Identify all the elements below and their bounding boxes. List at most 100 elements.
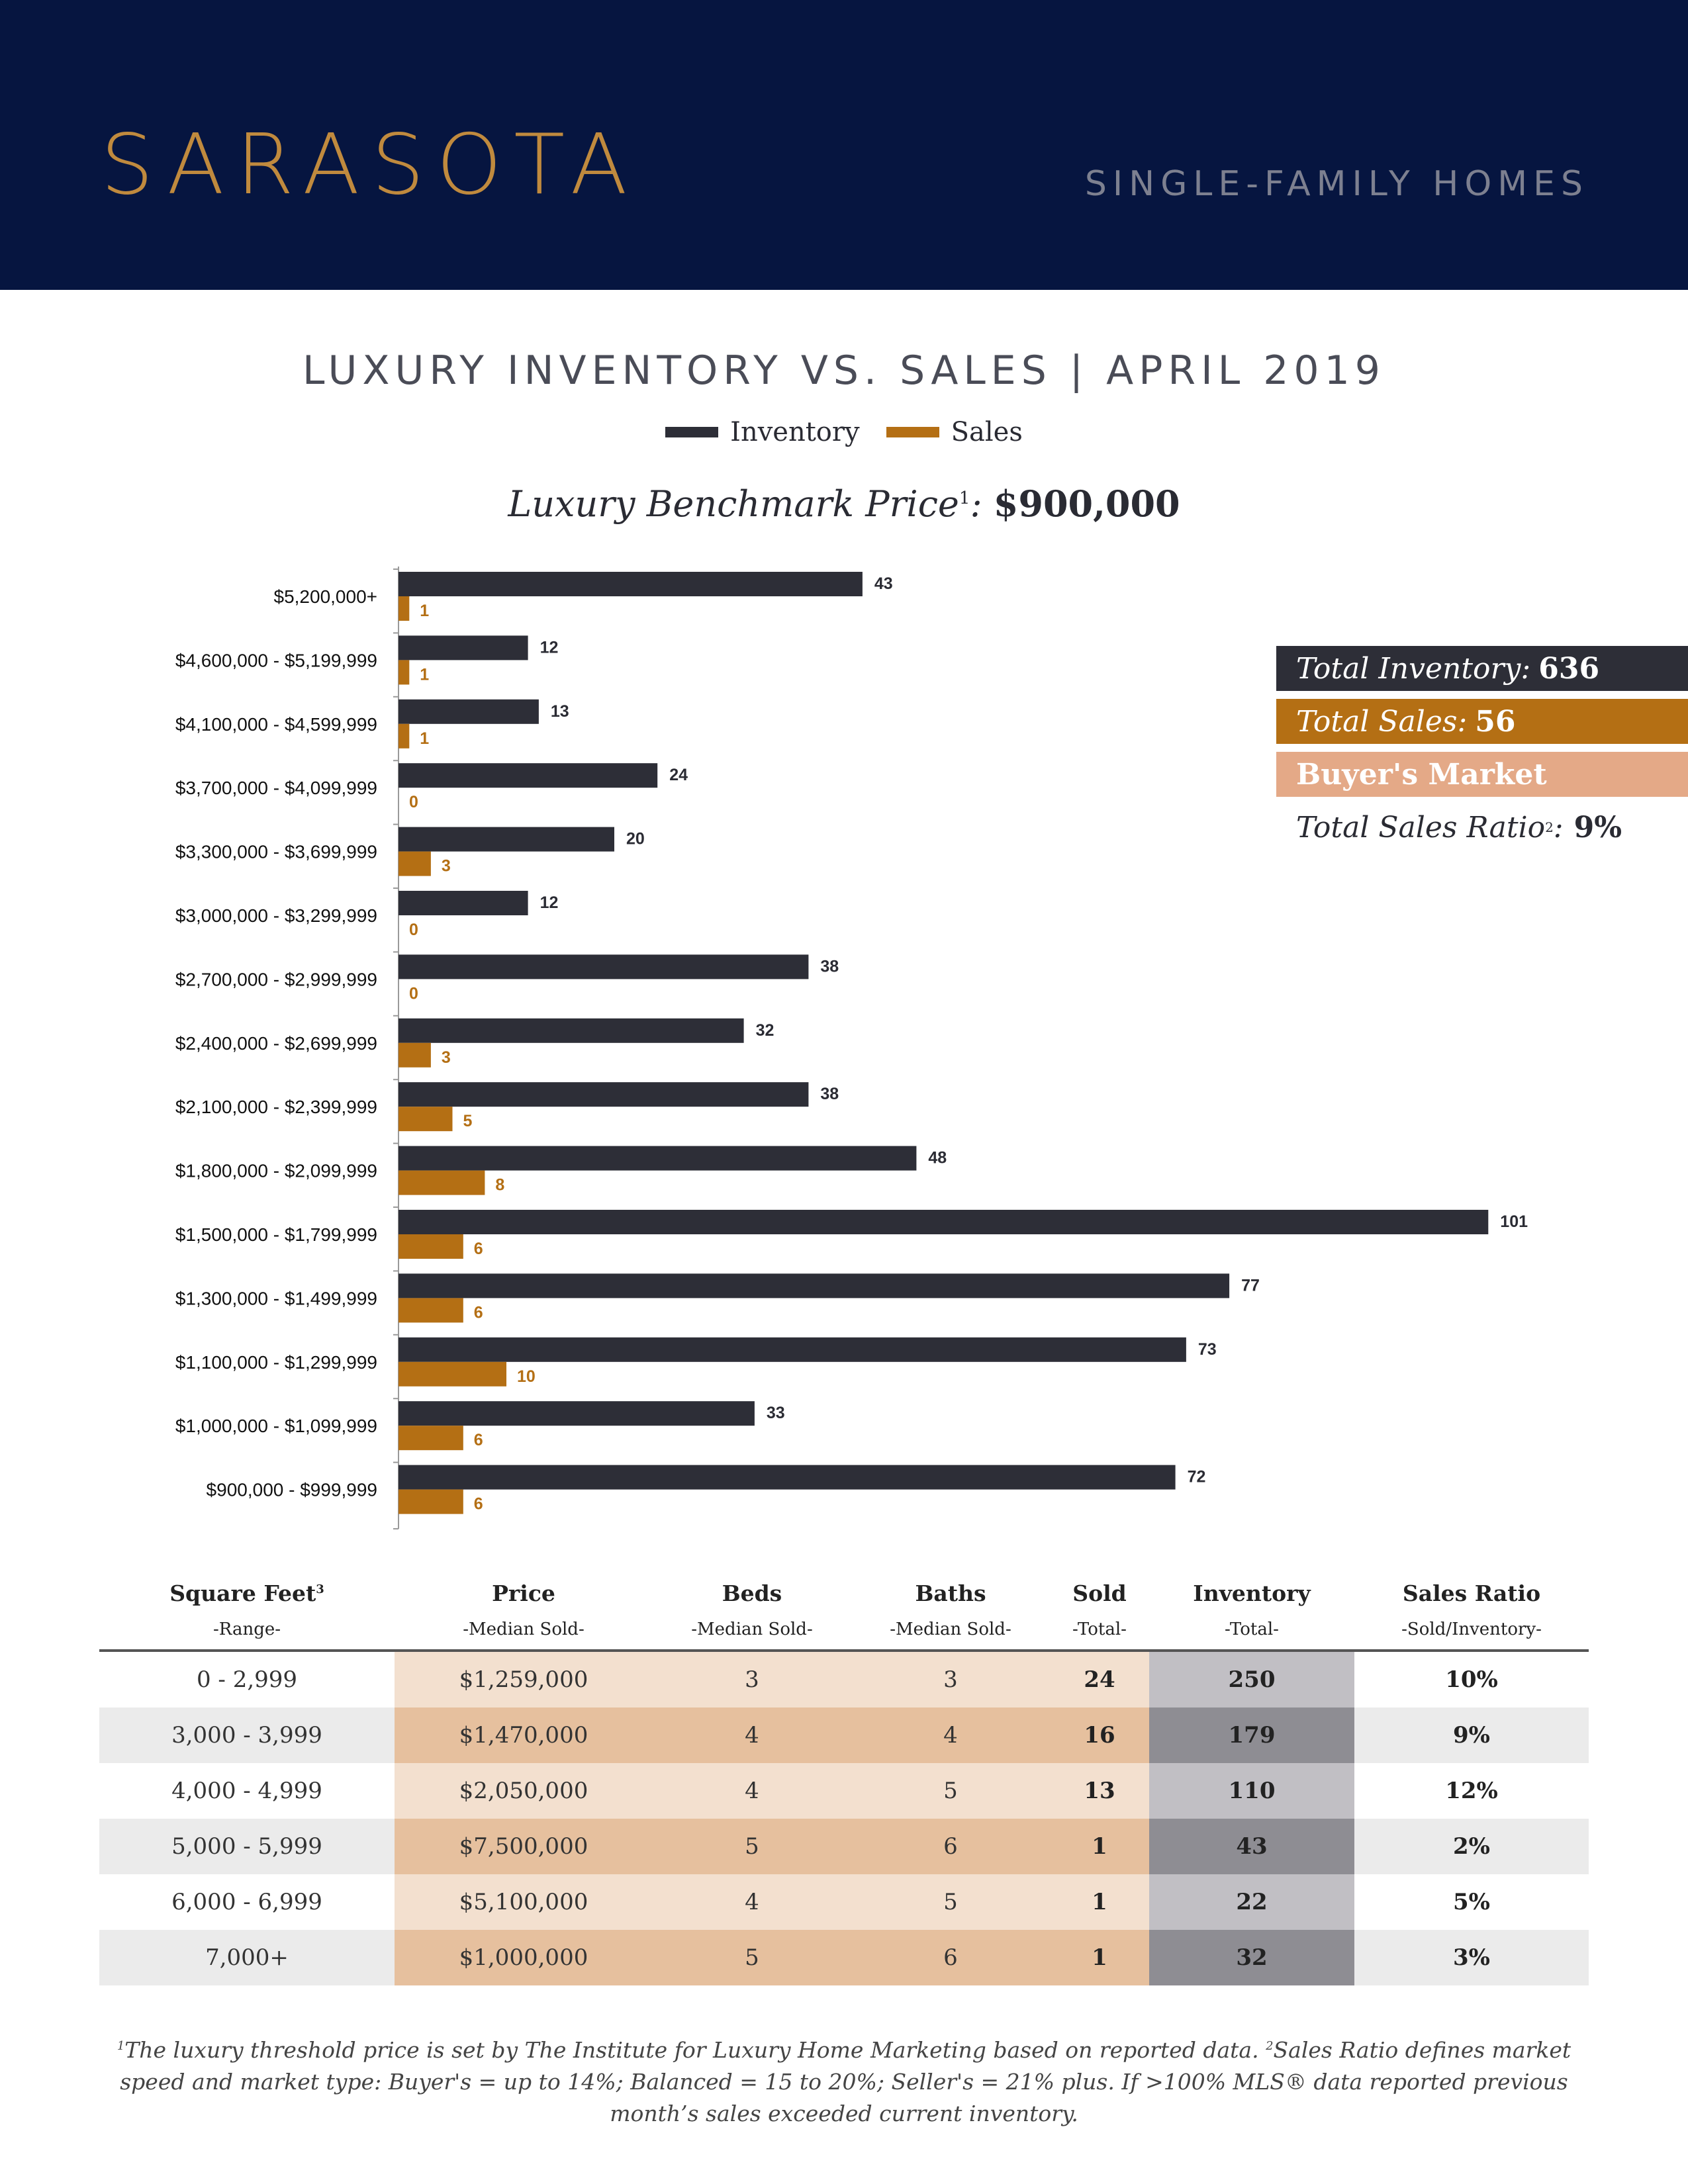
sales-value-label: 0 bbox=[409, 793, 418, 811]
category-label: $900,000 - $999,999 bbox=[207, 1480, 377, 1500]
table-cell: 22 bbox=[1149, 1874, 1354, 1930]
column-subtitle: -Median Sold- bbox=[691, 1619, 813, 1639]
inventory-value-label: 101 bbox=[1500, 1212, 1528, 1231]
inventory-bar bbox=[399, 1273, 1230, 1298]
inventory-bar bbox=[399, 1018, 744, 1043]
column-header: Sales Ratio -Sold/Inventory- bbox=[1354, 1575, 1589, 1649]
chart-title: LUXURY INVENTORY VS. SALES | APRIL 2019 bbox=[303, 347, 1385, 394]
sales-bar bbox=[399, 723, 410, 749]
table-cell: $1,259,000 bbox=[395, 1652, 653, 1707]
table-cell: $2,050,000 bbox=[395, 1763, 653, 1819]
table-cell: 2% bbox=[1354, 1819, 1589, 1874]
total-sales-label: Total Sales: bbox=[1296, 704, 1468, 739]
legend-item-inventory: Inventory bbox=[665, 417, 860, 447]
category-label: $1,500,000 - $1,799,999 bbox=[175, 1224, 377, 1245]
sales-bar bbox=[399, 660, 410, 685]
inventory-value-label: 33 bbox=[767, 1404, 785, 1422]
category-label: $3,700,000 - $4,099,999 bbox=[175, 778, 377, 798]
table-cell: 1 bbox=[1050, 1874, 1149, 1930]
table-cell: 3% bbox=[1354, 1930, 1589, 1985]
column-header: Square Feet3 -Range- bbox=[99, 1575, 395, 1649]
sales-value-label: 3 bbox=[442, 1048, 451, 1067]
benchmark-value: $900,000 bbox=[993, 482, 1180, 525]
table-cell: 5 bbox=[851, 1763, 1050, 1819]
sales-value-label: 10 bbox=[517, 1367, 536, 1386]
category-label: $2,100,000 - $2,399,999 bbox=[175, 1097, 377, 1117]
table-cell: 9% bbox=[1354, 1707, 1589, 1763]
column-header: Price -Median Sold- bbox=[395, 1575, 653, 1649]
table-cell: 13 bbox=[1050, 1763, 1149, 1819]
sales-ratio-label: Total Sales Ratio bbox=[1296, 810, 1546, 844]
total-sales-box: Total Sales: 56 bbox=[1276, 699, 1688, 744]
table-cell: 5 bbox=[653, 1819, 851, 1874]
chart-legend: Inventory Sales bbox=[0, 417, 1688, 447]
sales-value-label: 1 bbox=[420, 602, 429, 620]
market-type-badge: Buyer's Market bbox=[1276, 752, 1688, 797]
table-cell: 7,000+ bbox=[99, 1930, 395, 1985]
column-title: Sold bbox=[1072, 1580, 1127, 1606]
inventory-bar bbox=[399, 1082, 809, 1107]
inventory-value-label: 48 bbox=[928, 1149, 947, 1167]
category-label: $3,300,000 - $3,699,999 bbox=[175, 842, 377, 862]
sales-bar bbox=[399, 1298, 463, 1323]
table-cell: 4 bbox=[851, 1707, 1050, 1763]
inventory-bar bbox=[399, 763, 658, 788]
column-footnote-mark: 3 bbox=[316, 1582, 324, 1596]
city-title: SARASOTA bbox=[101, 116, 639, 213]
table-row: 5,000 - 5,999 $7,500,000 5 6 1 43 2% bbox=[99, 1819, 1589, 1874]
table-cell: 110 bbox=[1149, 1763, 1354, 1819]
inventory-sales-bar-chart: $5,200,000+ 43 1 $4,600,000 - $5,199,999 12 1… bbox=[175, 567, 1528, 1529]
sales-value-label: 3 bbox=[442, 857, 451, 876]
column-subtitle: -Range- bbox=[212, 1619, 281, 1639]
sales-value-label: 0 bbox=[409, 984, 418, 1003]
table-cell: 3 bbox=[851, 1652, 1050, 1707]
column-header: Baths -Median Sold- bbox=[851, 1575, 1050, 1649]
category-label: $1,800,000 - $2,099,999 bbox=[175, 1161, 377, 1181]
inventory-value-label: 12 bbox=[540, 638, 559, 657]
table-cell: 43 bbox=[1149, 1819, 1354, 1874]
table-cell: 4 bbox=[653, 1874, 851, 1930]
table-cell: 10% bbox=[1354, 1652, 1589, 1707]
inventory-value-label: 24 bbox=[669, 766, 688, 784]
column-title: Price bbox=[492, 1580, 555, 1606]
legend-swatch-sales bbox=[886, 427, 939, 437]
inventory-value-label: 73 bbox=[1198, 1340, 1217, 1359]
benchmark-footnote-mark: 1 bbox=[959, 488, 970, 508]
table-cell: $7,500,000 bbox=[395, 1819, 653, 1874]
sales-value-label: 6 bbox=[474, 1431, 483, 1449]
table-header: Square Feet3 -Range- Price -Median Sold- Bed… bbox=[99, 1575, 1589, 1652]
sales-bar bbox=[399, 1107, 453, 1132]
square-feet-table: Square Feet3 -Range- Price -Median Sold- Bed… bbox=[99, 1575, 1589, 1985]
header-banner: SARASOTA SINGLE-FAMILY HOMES bbox=[0, 0, 1688, 290]
table-cell: 4,000 - 4,999 bbox=[99, 1763, 395, 1819]
inventory-value-label: 38 bbox=[820, 957, 839, 976]
footnote-text-1: The luxury threshold price is set by The… bbox=[124, 2037, 1259, 2063]
inventory-value-label: 20 bbox=[626, 830, 645, 848]
inventory-bar bbox=[399, 891, 528, 915]
column-subtitle: -Total- bbox=[1072, 1619, 1127, 1639]
inventory-value-label: 38 bbox=[820, 1085, 839, 1103]
sales-bar bbox=[399, 1426, 463, 1451]
table-cell: 32 bbox=[1149, 1930, 1354, 1985]
column-title: Baths bbox=[915, 1580, 986, 1606]
table-cell: 3 bbox=[653, 1652, 851, 1707]
inventory-bar bbox=[399, 635, 528, 660]
inventory-bar bbox=[399, 699, 539, 724]
total-sales-ratio: Total Sales Ratio 2:9% bbox=[1296, 810, 1622, 844]
table-cell: 250 bbox=[1149, 1652, 1354, 1707]
inventory-bar bbox=[399, 827, 614, 852]
inventory-value-label: 77 bbox=[1241, 1276, 1260, 1295]
sales-value-label: 8 bbox=[495, 1176, 504, 1195]
footnote-mark-1: 1 bbox=[117, 2039, 125, 2053]
table-cell: 5 bbox=[851, 1874, 1050, 1930]
sales-value-label: 6 bbox=[474, 1495, 483, 1514]
column-header: Beds -Median Sold- bbox=[653, 1575, 851, 1649]
total-sales-value: 56 bbox=[1475, 704, 1516, 739]
column-subtitle: -Median Sold- bbox=[890, 1619, 1011, 1639]
category-label: $4,100,000 - $4,599,999 bbox=[175, 714, 377, 735]
footnote-mark-2: 2 bbox=[1266, 2039, 1274, 2053]
sales-bar bbox=[399, 1489, 463, 1514]
table-row: 0 - 2,999 $1,259,000 3 3 24 250 10% bbox=[99, 1652, 1589, 1707]
category-label: $1,300,000 - $1,499,999 bbox=[175, 1288, 377, 1308]
category-label: $2,400,000 - $2,699,999 bbox=[175, 1033, 377, 1054]
